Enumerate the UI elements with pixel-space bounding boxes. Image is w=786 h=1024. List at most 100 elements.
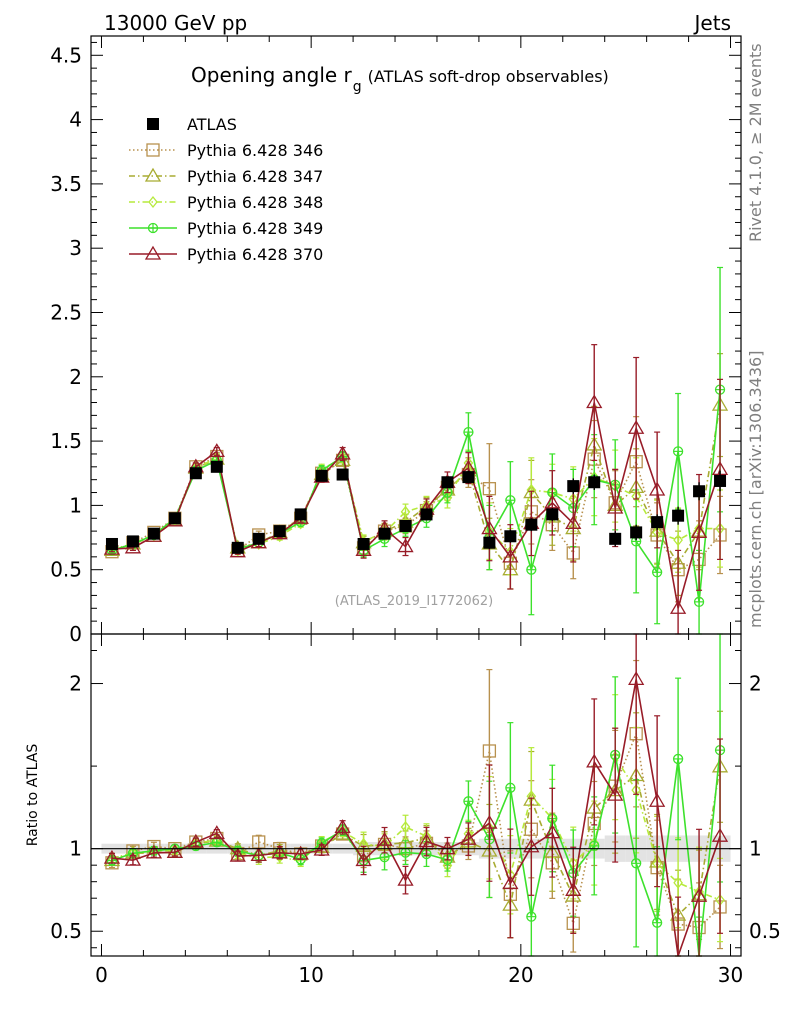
main-data-point [441,476,454,489]
ratio-y-label: Ratio to ATLAS [25,744,41,847]
analysis-watermark: (ATLAS_2019_I1772062) [335,594,493,609]
ratio-series-line-3 [111,755,721,901]
legend-item-5: Pythia 6.428 370 [129,245,323,264]
chart-title: Opening angle rg (ATLAS soft-drop observa… [191,63,609,95]
main-data-point [105,537,118,550]
main-data-point [565,515,582,530]
legend-marker [144,167,162,182]
main-data-point [588,476,601,489]
main-data-point [526,564,537,575]
main-data-point [609,532,622,545]
main-data-point [672,509,685,522]
ratio-data-point [690,887,708,902]
ratio-data-point [544,824,561,839]
main-data-point [607,499,624,514]
main-panel: (ATLAS_2019_I1772062) Opening angle rg (A… [50,35,742,646]
ratio-data-point [673,876,683,889]
ratio-data-point [145,844,163,859]
ratio-data-point [400,821,411,834]
ratio-data-point [565,882,582,896]
ratio-data-point [505,782,516,793]
ratio-data-point [628,671,645,686]
main-data-point [544,494,561,509]
category-label: Jets [693,11,731,35]
main-data-point [586,394,603,409]
ratio-series-1 [105,659,727,957]
main-data-point [693,596,705,607]
ratio-tick-label-right: 1 [749,837,762,861]
ratio-data-point [631,858,642,869]
x-tick-label: 0 [95,963,108,987]
ratio-data-point [648,792,666,807]
ratio-series-line-5 [111,679,721,957]
main-series-line-4 [111,389,721,602]
main-y-axis: 0 0.5 1 1.5 2 2.5 3 3.5 4 4.5 [50,41,741,646]
ratio-data-point [463,796,474,807]
main-data-point [420,508,433,521]
main-data-point [482,482,497,496]
main-data-point [147,527,160,540]
ratio-data-point [376,831,393,846]
main-series-line-3 [111,456,721,554]
legend-marker [147,118,159,130]
main-series-line-5 [111,402,721,609]
ratio-data-point [711,827,729,842]
main-series-line-2 [111,404,721,572]
main-data-point [525,518,538,531]
ratio-data-point [250,847,267,862]
ratio-data-point [124,851,142,866]
main-data-point [546,508,559,521]
ratio-tick-label-right: 0.5 [749,919,781,943]
legend-item-4: Pythia 6.428 349 [129,219,323,238]
main-data-point [504,530,517,543]
main-data-point [463,426,474,438]
source-label: mcplots.cern.ch [arXiv:1306.3436] [746,351,765,628]
main-data-point [208,443,225,458]
ratio-data-point [355,852,372,867]
legend-item-0: ATLAS [147,115,237,134]
rivet-version-label: Rivet 4.1.0, ≥ 2M events [746,43,765,242]
ratio-tick-label-left: 2 [69,672,82,696]
main-data-point [673,534,683,547]
y-tick-label: 4 [69,108,82,132]
main-data-point [397,538,414,553]
legend-item-2: Pythia 6.428 347 [129,167,323,186]
ratio-data-point [211,837,222,848]
ratio-data-point [187,833,204,848]
legend-label: Pythia 6.428 349 [187,219,323,238]
ratio-data-point [418,833,435,848]
ratio-series-5 [103,633,729,957]
ratio-series-3 [107,694,725,943]
legend-label: Pythia 6.428 346 [187,141,323,160]
ratio-data-point [439,840,456,855]
x-tick-label: 10 [298,963,323,987]
ratio-data-point [397,871,414,886]
ratio-data-point [460,830,477,845]
y-tick-label: 2 [69,365,82,389]
ratio-data-point [526,911,537,922]
ratio-data-point [482,744,497,758]
legend-label: Pythia 6.428 348 [187,193,323,212]
main-data-point [252,532,265,545]
ratio-tick-label-left: 0.5 [50,919,82,943]
ratio-data-point [271,844,288,859]
ratio-data-layer [103,633,729,957]
legend-item-1: Pythia 6.428 346 [129,141,323,160]
main-data-point [462,471,475,484]
ratio-data-point [400,847,411,858]
main-data-point [651,567,663,578]
ratio-data-point [334,819,351,834]
ratio-panel: 0.5 0.51 12 2 0 10 20 30 Ratio to ATLAS [25,36,781,987]
ratio-data-point [166,844,184,858]
y-tick-label: 2.5 [50,300,82,324]
ratio-data-point [523,838,540,853]
main-data-point [628,419,645,434]
main-data-point [567,480,580,493]
legend-label: Pythia 6.428 347 [187,167,323,186]
main-data-point [378,527,391,540]
main-data-point [648,481,666,496]
main-series-0 [105,460,727,554]
main-data-point [651,516,664,529]
main-data-point [690,524,708,539]
